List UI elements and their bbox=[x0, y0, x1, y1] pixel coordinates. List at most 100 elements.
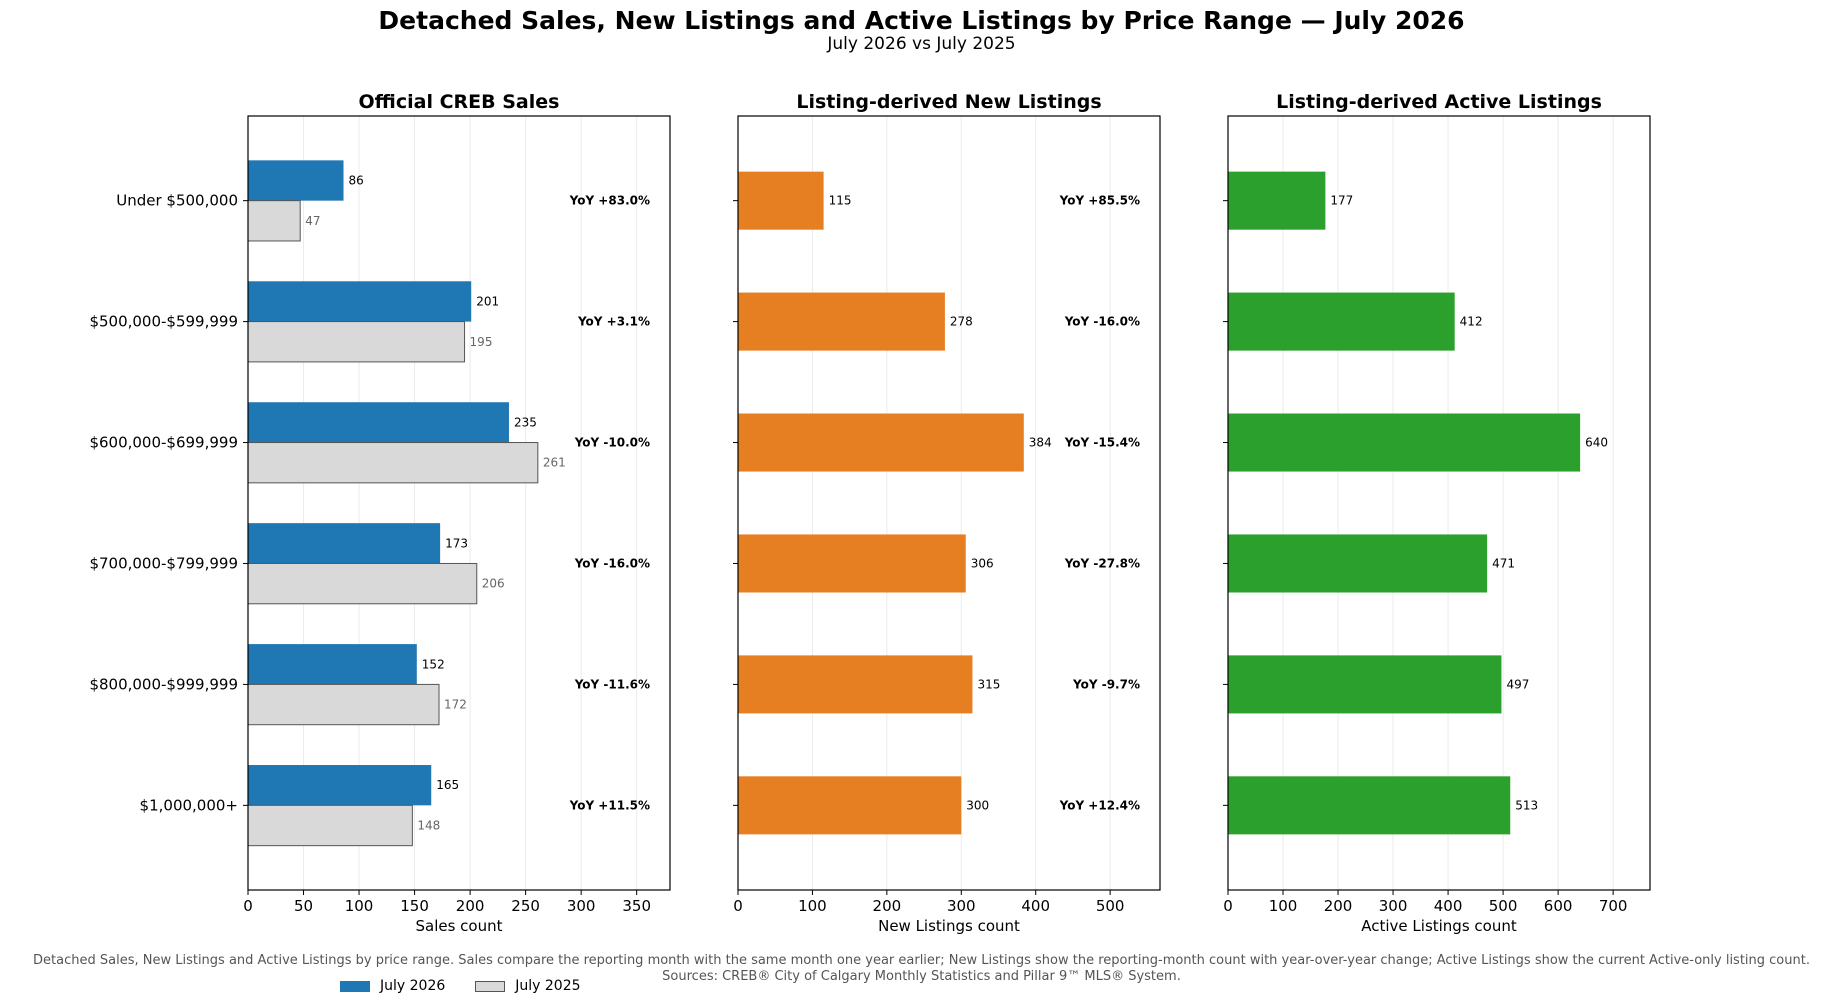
x-tick-label-new-listings-400: 400 bbox=[1021, 897, 1050, 915]
y-tick-label-5: $1,000,000+ bbox=[140, 796, 238, 814]
bar-value-label-new-listings-2: 384 bbox=[1029, 436, 1052, 450]
bar-active-listings-0 bbox=[1228, 171, 1326, 230]
bar-value-label-sales-july-2025-2: 261 bbox=[543, 456, 566, 470]
bar-value-label-sales-july-2025-4: 172 bbox=[444, 698, 467, 712]
yoy-label-sales-4: YoY -11.6% bbox=[574, 677, 650, 691]
y-tick-label-0: Under $500,000 bbox=[116, 192, 238, 210]
x-tick-label-active-listings-400: 400 bbox=[1434, 897, 1463, 915]
x-tick-label-new-listings-300: 300 bbox=[947, 897, 976, 915]
yoy-label-new-listings-2: YoY -15.4% bbox=[1064, 436, 1140, 450]
yoy-label-sales-1: YoY +3.1% bbox=[577, 315, 650, 329]
x-tick-label-active-listings-200: 200 bbox=[1324, 897, 1353, 915]
bar-sales-july-2025-1 bbox=[247, 321, 466, 363]
bar-value-label-new-listings-0: 115 bbox=[829, 194, 852, 208]
bar-value-label-sales-july-2025-3: 206 bbox=[482, 577, 505, 591]
x-tick-label-active-listings-500: 500 bbox=[1489, 897, 1518, 915]
x-tick-label-sales-0: 0 bbox=[243, 897, 253, 915]
bar-value-label-sales-july-2026-4: 152 bbox=[422, 657, 445, 671]
x-tick-label-new-listings-0: 0 bbox=[733, 897, 743, 915]
bar-new-listings-4 bbox=[738, 655, 973, 714]
bar-sales-july-2025-5 bbox=[247, 804, 413, 847]
plot-frame-sales bbox=[247, 115, 671, 891]
legend: July 2026 July 2025 bbox=[340, 977, 611, 995]
bar-sales-july-2026-5 bbox=[248, 765, 432, 806]
yoy-label-new-listings-1: YoY -16.0% bbox=[1064, 315, 1140, 329]
bar-value-label-sales-july-2025-1: 195 bbox=[470, 335, 493, 349]
bar-active-listings-4 bbox=[1228, 655, 1502, 714]
bar-value-label-new-listings-5: 300 bbox=[966, 798, 989, 812]
bar-value-label-new-listings-4: 315 bbox=[977, 677, 1000, 691]
chart-subtitle: July 2026 vs July 2025 bbox=[827, 34, 1016, 54]
yoy-label-sales-3: YoY -16.0% bbox=[574, 556, 650, 570]
legend-item-july-2025: July 2025 bbox=[475, 978, 581, 994]
x-tick-label-new-listings-500: 500 bbox=[1096, 897, 1125, 915]
bar-value-label-sales-july-2026-1: 201 bbox=[476, 294, 499, 308]
x-axis-label-sales: Sales count bbox=[415, 917, 502, 935]
bar-sales-july-2026-1 bbox=[248, 281, 472, 322]
bar-value-label-active-listings-5: 513 bbox=[1515, 798, 1538, 812]
yoy-label-sales-0: YoY +83.0% bbox=[569, 194, 650, 208]
legend-label-july-2025: July 2025 bbox=[515, 978, 581, 994]
bar-value-label-sales-july-2026-5: 165 bbox=[436, 778, 459, 792]
bar-sales-july-2026-3 bbox=[248, 523, 441, 564]
x-tick-label-sales-250: 250 bbox=[511, 897, 540, 915]
x-tick-label-new-listings-200: 200 bbox=[873, 897, 902, 915]
x-tick-label-active-listings-300: 300 bbox=[1379, 897, 1408, 915]
bar-sales-july-2025-0 bbox=[247, 200, 301, 242]
legend-item-july-2026: July 2026 bbox=[340, 978, 445, 994]
plot-frame-new-listings bbox=[737, 115, 1161, 891]
legend-swatch-july-2025 bbox=[475, 980, 506, 992]
bar-value-label-new-listings-1: 278 bbox=[950, 315, 973, 329]
bar-sales-july-2025-2 bbox=[247, 442, 539, 484]
yoy-label-sales-5: YoY +11.5% bbox=[569, 798, 650, 812]
bar-new-listings-0 bbox=[738, 171, 824, 230]
bar-active-listings-1 bbox=[1228, 292, 1455, 351]
bar-value-label-sales-july-2026-3: 173 bbox=[445, 536, 468, 550]
x-tick-label-active-listings-700: 700 bbox=[1599, 897, 1628, 915]
yoy-label-new-listings-3: YoY -27.8% bbox=[1064, 556, 1140, 570]
panel-title-new-listings: Listing-derived New Listings bbox=[796, 91, 1101, 113]
bar-value-label-sales-july-2025-0: 47 bbox=[305, 214, 320, 228]
bar-sales-july-2025-4 bbox=[247, 683, 440, 726]
x-tick-label-sales-350: 350 bbox=[622, 897, 651, 915]
bar-new-listings-5 bbox=[738, 776, 962, 835]
x-tick-label-active-listings-600: 600 bbox=[1544, 897, 1573, 915]
bar-value-label-active-listings-4: 497 bbox=[1506, 677, 1529, 691]
plot-frame-active-listings bbox=[1227, 115, 1651, 891]
legend-swatch-july-2026 bbox=[340, 980, 370, 992]
panel-title-sales: Official CREB Sales bbox=[359, 91, 560, 113]
bar-new-listings-2 bbox=[738, 413, 1024, 472]
bar-sales-july-2025-3 bbox=[247, 562, 478, 605]
bar-value-label-active-listings-0: 177 bbox=[1330, 194, 1353, 208]
bar-sales-july-2026-0 bbox=[248, 160, 344, 201]
bar-sales-july-2026-4 bbox=[248, 644, 417, 685]
footnote-line-2: Sources: CREB® City of Calgary Monthly S… bbox=[662, 969, 1181, 984]
bar-active-listings-5 bbox=[1228, 776, 1511, 835]
x-tick-label-sales-50: 50 bbox=[294, 897, 313, 915]
bar-value-label-sales-july-2026-0: 86 bbox=[349, 174, 364, 188]
y-tick-label-2: $600,000-$699,999 bbox=[89, 434, 238, 452]
bar-new-listings-3 bbox=[738, 534, 966, 593]
x-axis-label-new-listings: New Listings count bbox=[878, 917, 1020, 935]
yoy-label-sales-2: YoY -10.0% bbox=[574, 436, 650, 450]
yoy-label-new-listings-4: YoY -9.7% bbox=[1072, 677, 1140, 691]
panel-title-active-listings: Listing-derived Active Listings bbox=[1276, 91, 1602, 113]
bar-value-label-active-listings-2: 640 bbox=[1585, 436, 1608, 450]
footnote-line-1: Detached Sales, New Listings and Active … bbox=[33, 953, 1810, 968]
bar-value-label-active-listings-1: 412 bbox=[1460, 315, 1483, 329]
x-tick-label-active-listings-100: 100 bbox=[1269, 897, 1298, 915]
bar-value-label-sales-july-2026-2: 235 bbox=[514, 415, 537, 429]
bar-active-listings-2 bbox=[1228, 413, 1581, 472]
x-tick-label-sales-100: 100 bbox=[345, 897, 374, 915]
y-tick-label-4: $800,000-$999,999 bbox=[89, 675, 238, 693]
x-tick-label-sales-300: 300 bbox=[567, 897, 596, 915]
bar-value-label-sales-july-2025-5: 148 bbox=[417, 819, 440, 833]
bar-value-label-new-listings-3: 306 bbox=[971, 556, 994, 570]
y-tick-label-1: $500,000-$599,999 bbox=[89, 313, 238, 331]
x-tick-label-active-listings-0: 0 bbox=[1223, 897, 1233, 915]
y-tick-label-3: $700,000-$799,999 bbox=[89, 554, 238, 572]
bar-active-listings-3 bbox=[1228, 534, 1488, 593]
yoy-label-new-listings-5: YoY +12.4% bbox=[1059, 798, 1140, 812]
